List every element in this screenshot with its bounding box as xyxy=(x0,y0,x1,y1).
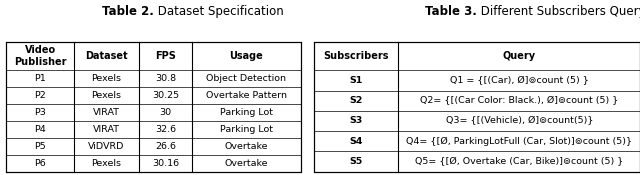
Text: Pexels: Pexels xyxy=(92,91,122,100)
Text: 26.6: 26.6 xyxy=(155,142,176,151)
Bar xyxy=(6,42,301,172)
Text: Object Detection: Object Detection xyxy=(206,74,286,83)
Text: S2: S2 xyxy=(349,96,363,105)
Text: Q4= {[Ø, ParkingLotFull (Car, Slot)]⊚count (5)}: Q4= {[Ø, ParkingLotFull (Car, Slot)]⊚cou… xyxy=(406,137,632,146)
Text: S3: S3 xyxy=(349,117,363,125)
Text: Q2= {[(Car Color: Black.), Ø]⊚count (5) }: Q2= {[(Car Color: Black.), Ø]⊚count (5) … xyxy=(420,96,618,105)
Text: Different Subscribers Query: Different Subscribers Query xyxy=(477,5,640,18)
Text: 30.8: 30.8 xyxy=(155,74,176,83)
Text: VIRAT: VIRAT xyxy=(93,125,120,134)
Text: Table 2.: Table 2. xyxy=(102,5,154,18)
Text: S5: S5 xyxy=(349,157,363,166)
Text: S1: S1 xyxy=(349,76,363,85)
Text: Pexels: Pexels xyxy=(92,159,122,168)
Text: Usage: Usage xyxy=(230,51,263,61)
Text: P1: P1 xyxy=(35,74,46,83)
Text: 30: 30 xyxy=(159,108,172,117)
Text: 30.16: 30.16 xyxy=(152,159,179,168)
Text: FPS: FPS xyxy=(155,51,176,61)
Text: Query: Query xyxy=(502,51,536,61)
Text: Overtake: Overtake xyxy=(225,159,268,168)
Text: S4: S4 xyxy=(349,137,363,146)
Text: Dataset Specification: Dataset Specification xyxy=(154,5,284,18)
Text: P3: P3 xyxy=(35,108,46,117)
Text: Pexels: Pexels xyxy=(92,74,122,83)
Text: P4: P4 xyxy=(35,125,46,134)
Text: Overtake Pattern: Overtake Pattern xyxy=(206,91,287,100)
Text: Dataset: Dataset xyxy=(85,51,128,61)
Text: P5: P5 xyxy=(35,142,46,151)
Text: VIRAT: VIRAT xyxy=(93,108,120,117)
Text: Q5= {[Ø, Overtake (Car, Bike)]⊚count (5) }: Q5= {[Ø, Overtake (Car, Bike)]⊚count (5)… xyxy=(415,157,623,166)
Text: Overtake: Overtake xyxy=(225,142,268,151)
Text: Parking Lot: Parking Lot xyxy=(220,125,273,134)
Text: 32.6: 32.6 xyxy=(155,125,176,134)
Text: Table 3.: Table 3. xyxy=(425,5,477,18)
Text: Subscribers: Subscribers xyxy=(323,51,388,61)
Text: 30.25: 30.25 xyxy=(152,91,179,100)
Text: Q1 = {[(Car), Ø]⊚count (5) }: Q1 = {[(Car), Ø]⊚count (5) } xyxy=(450,76,589,85)
Text: Video
Publisher: Video Publisher xyxy=(14,46,67,67)
Text: P2: P2 xyxy=(35,91,46,100)
Text: Parking Lot: Parking Lot xyxy=(220,108,273,117)
Bar xyxy=(314,42,640,172)
Text: Q3= {[(Vehicle), Ø]⊚count(5)}: Q3= {[(Vehicle), Ø]⊚count(5)} xyxy=(445,117,593,125)
Text: ViDVRD: ViDVRD xyxy=(88,142,125,151)
Text: P6: P6 xyxy=(35,159,46,168)
